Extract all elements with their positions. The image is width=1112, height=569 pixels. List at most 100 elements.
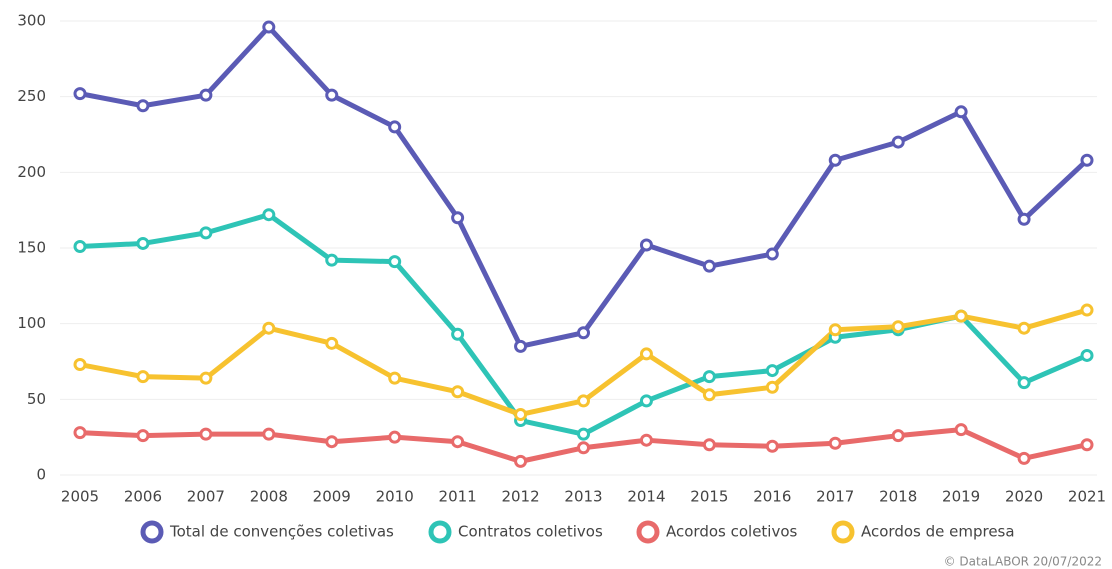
legend-marker [831, 520, 855, 544]
point [577, 394, 590, 408]
point [1080, 303, 1094, 317]
point [451, 385, 465, 399]
point [639, 433, 653, 447]
point [828, 153, 842, 167]
point [514, 407, 528, 421]
point [136, 99, 150, 113]
legend-marker [428, 520, 452, 544]
point [199, 88, 213, 102]
point [1017, 376, 1031, 390]
point [325, 88, 339, 102]
y-tick-label: 100 [17, 314, 46, 332]
y-tick-label: 250 [17, 87, 46, 105]
x-tick-label: 2011 [439, 488, 477, 506]
point [1080, 348, 1094, 362]
point [639, 394, 653, 408]
point [388, 430, 402, 444]
point [325, 435, 339, 449]
x-tick-label: 2021 [1068, 488, 1106, 506]
x-tick-label: 2005 [61, 488, 99, 506]
point [262, 208, 276, 222]
point [639, 238, 653, 252]
point [262, 427, 276, 441]
point [451, 211, 465, 225]
point [262, 321, 276, 335]
x-tick-label: 2010 [376, 488, 414, 506]
point [1017, 321, 1031, 335]
x-tick-label: 2013 [564, 488, 602, 506]
point [891, 135, 905, 149]
x-tick-label: 2015 [690, 488, 728, 506]
point [577, 326, 590, 340]
x-tick-label: 2016 [753, 488, 791, 506]
point [73, 426, 87, 440]
x-tick-label: 2017 [816, 488, 854, 506]
x-tick-label: 2014 [627, 488, 665, 506]
y-tick-label: 200 [17, 163, 46, 181]
point [451, 435, 465, 449]
point [954, 105, 968, 119]
point [1017, 451, 1031, 465]
x-tick-label: 2020 [1005, 488, 1043, 506]
point [73, 87, 87, 101]
point [954, 423, 968, 437]
x-tick-label: 2009 [313, 488, 351, 506]
point [199, 427, 213, 441]
point [325, 336, 339, 350]
point [702, 259, 716, 273]
x-tick-label: 2018 [879, 488, 917, 506]
y-tick-label: 0 [36, 466, 46, 484]
y-tick-label: 300 [17, 12, 46, 30]
legend-label: Contratos coletivos [458, 523, 603, 541]
point [1017, 212, 1031, 226]
x-tick-label: 2008 [250, 488, 288, 506]
point [765, 247, 779, 261]
point [765, 364, 779, 378]
point [765, 380, 779, 394]
point [136, 370, 150, 384]
legend-label: Acordos de empresa [861, 523, 1015, 541]
point [765, 439, 779, 453]
point [136, 236, 150, 250]
y-tick-label: 150 [17, 239, 46, 257]
point [199, 371, 213, 385]
point [954, 309, 968, 323]
credit: © DataLABOR 20/07/2022 [944, 555, 1102, 569]
point [702, 370, 716, 384]
point [577, 441, 590, 455]
x-tick-label: 2006 [124, 488, 162, 506]
legend-label: Acordos coletivos [666, 523, 798, 541]
point [388, 371, 402, 385]
point [136, 429, 150, 443]
x-tick-label: 2012 [501, 488, 539, 506]
point [828, 323, 842, 337]
point [451, 327, 465, 341]
point [514, 454, 528, 468]
legend-marker [636, 520, 660, 544]
point [1080, 438, 1094, 452]
point [1080, 153, 1094, 167]
point [702, 438, 716, 452]
legend-marker [140, 520, 164, 544]
point [199, 226, 213, 240]
point [702, 388, 716, 402]
point [891, 429, 905, 443]
point [73, 358, 87, 372]
x-tick-label: 2007 [187, 488, 225, 506]
point [388, 255, 402, 269]
point [577, 427, 590, 441]
point [639, 347, 653, 361]
point [325, 253, 339, 267]
point [388, 120, 402, 134]
legend-label: Total de convenções coletivas [169, 523, 394, 541]
series-line [79, 24, 1089, 349]
y-tick-label: 50 [27, 390, 46, 408]
point [891, 320, 905, 334]
point [262, 20, 276, 34]
point [73, 239, 87, 253]
point [828, 436, 842, 450]
x-tick-label: 2019 [942, 488, 980, 506]
point [514, 339, 528, 353]
